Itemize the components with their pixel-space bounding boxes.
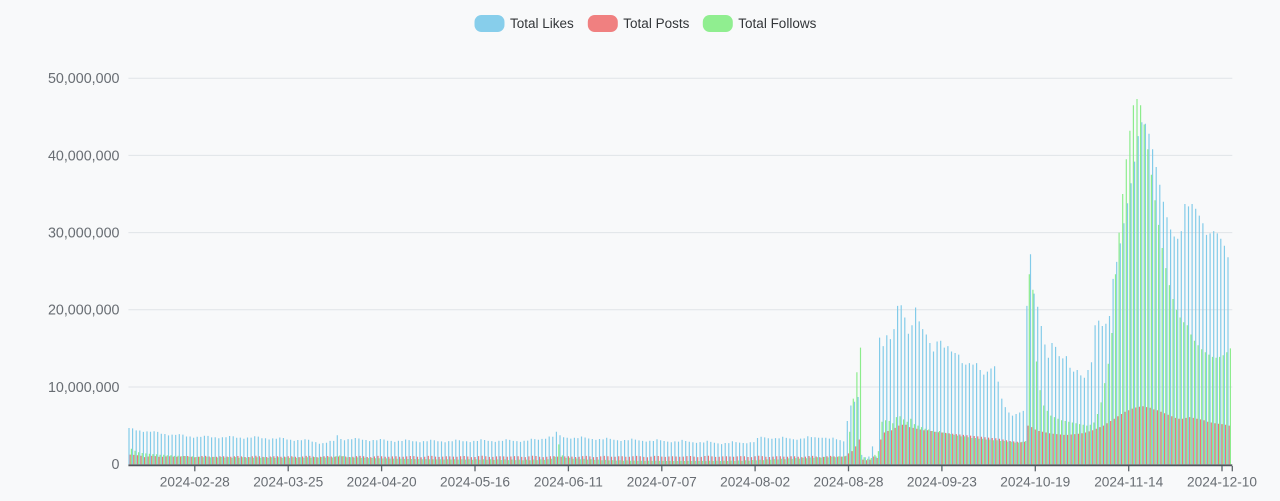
svg-text:40,000,000: 40,000,000 [48,148,120,164]
svg-text:2024-04-20: 2024-04-20 [347,474,417,489]
svg-text:Total Follows: Total Follows [738,16,816,31]
svg-text:2024-05-16: 2024-05-16 [440,474,510,489]
svg-text:Total Posts: Total Posts [623,16,689,31]
svg-text:50,000,000: 50,000,000 [48,71,120,87]
svg-text:10,000,000: 10,000,000 [48,380,120,396]
svg-text:Total Likes: Total Likes [510,16,574,31]
svg-text:0: 0 [112,457,120,473]
svg-text:2024-08-28: 2024-08-28 [813,474,883,489]
svg-text:2024-06-11: 2024-06-11 [534,474,603,489]
svg-text:2024-10-19: 2024-10-19 [1000,474,1070,489]
svg-text:2024-03-25: 2024-03-25 [253,474,323,489]
svg-text:2024-11-14: 2024-11-14 [1094,474,1163,489]
svg-text:20,000,000: 20,000,000 [48,303,120,319]
svg-text:2024-02-28: 2024-02-28 [160,474,230,489]
svg-text:2024-12-10: 2024-12-10 [1187,474,1257,489]
svg-text:30,000,000: 30,000,000 [48,226,120,242]
svg-text:2024-08-02: 2024-08-02 [720,474,790,489]
svg-text:2024-07-07: 2024-07-07 [627,474,697,489]
svg-text:2024-09-23: 2024-09-23 [907,474,977,489]
